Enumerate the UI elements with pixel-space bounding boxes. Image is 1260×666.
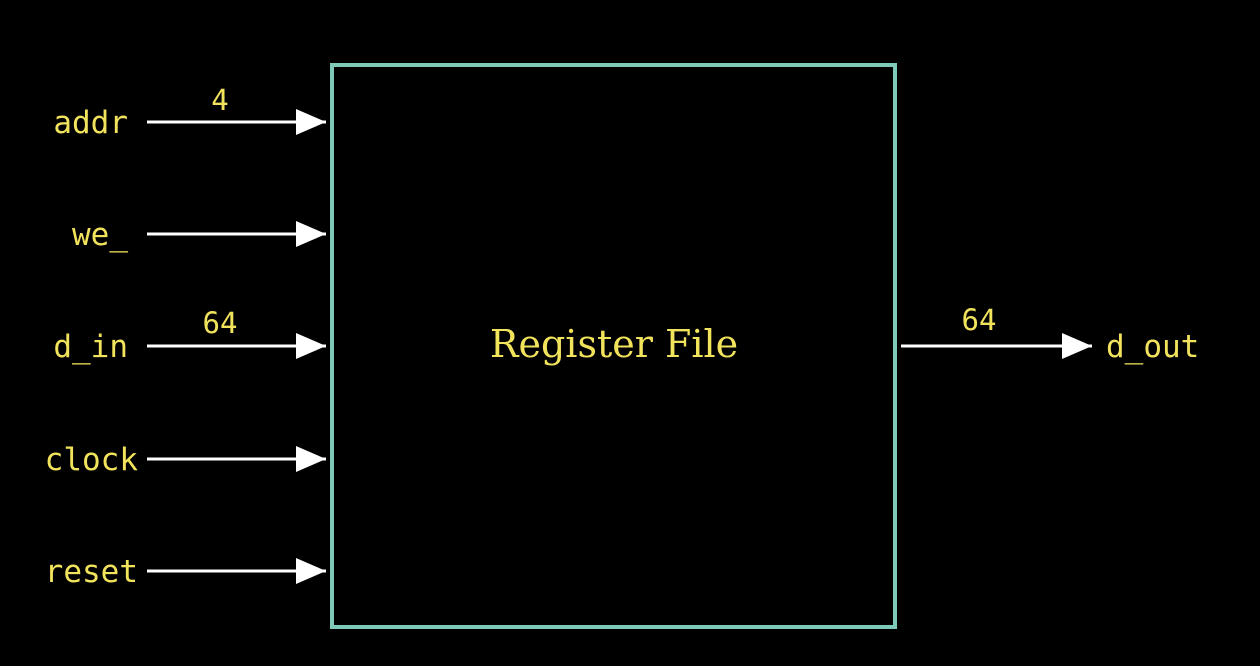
port-label-addr: addr bbox=[53, 105, 128, 141]
input-port-we: we_ bbox=[72, 217, 326, 253]
input-port-addr: addr 4 bbox=[53, 83, 326, 141]
block-title: Register File bbox=[490, 322, 738, 366]
port-label-d-out: d_out bbox=[1106, 329, 1199, 365]
port-label-we: we_ bbox=[72, 217, 128, 253]
bus-width-d-out: 64 bbox=[962, 303, 997, 337]
bus-width-addr: 4 bbox=[211, 83, 228, 117]
input-port-reset: reset bbox=[45, 554, 326, 590]
output-port-d-out: 64 d_out bbox=[901, 303, 1199, 365]
input-port-d-in: d_in 64 bbox=[53, 306, 326, 365]
register-file-block bbox=[330, 63, 897, 629]
port-label-reset: reset bbox=[45, 554, 138, 590]
bus-width-d-in: 64 bbox=[203, 306, 238, 340]
port-label-d-in: d_in bbox=[53, 329, 128, 365]
port-label-clock: clock bbox=[45, 442, 139, 478]
input-port-clock: clock bbox=[45, 442, 326, 478]
